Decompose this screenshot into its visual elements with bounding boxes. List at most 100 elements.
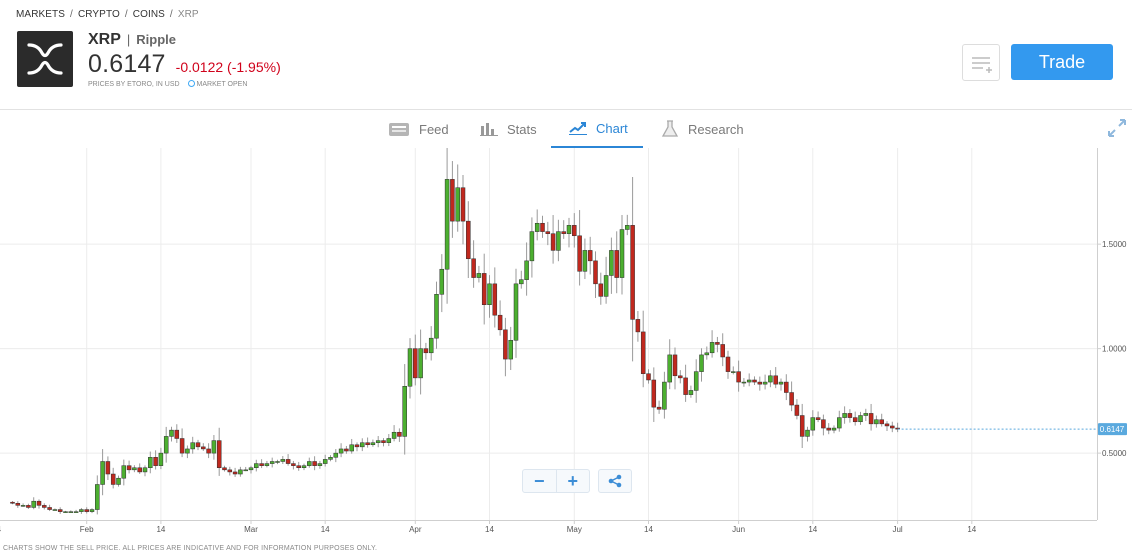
tab-stats[interactable]: Stats: [472, 110, 545, 148]
instrument-name: Ripple: [136, 32, 177, 47]
candle-body: [619, 229, 625, 278]
candle-body: [216, 440, 222, 469]
prices-by-label: PRICES BY ETORO, IN USD: [88, 80, 180, 88]
candle-body: [460, 187, 466, 222]
candle-body: [789, 392, 794, 406]
candle-body: [227, 469, 233, 473]
candle-body: [142, 467, 148, 473]
candle-body: [466, 220, 471, 260]
candle-body: [709, 342, 715, 354]
x-tick-label: Jul: [892, 525, 902, 534]
breadcrumb-current: XRP: [177, 9, 199, 20]
candle-body: [757, 381, 763, 385]
candle-body: [704, 352, 710, 356]
candle-body: [540, 222, 545, 232]
candle-body: [52, 509, 58, 511]
price-chart[interactable]: 0.5000 1.0000 1.5000 14 Feb 14 Mar 14 Apr 14 May 14…: [0, 148, 1132, 544]
candle-body: [821, 419, 826, 429]
candle-body: [36, 500, 42, 506]
candle-body: [338, 448, 344, 454]
add-to-watchlist-button[interactable]: [962, 44, 1000, 81]
candle-body: [450, 179, 455, 222]
trade-button[interactable]: Trade: [1011, 44, 1113, 80]
candle-body: [852, 417, 858, 423]
candle-body: [100, 461, 105, 485]
candle-body: [487, 283, 492, 305]
candle-body: [837, 417, 842, 429]
candle-body: [317, 463, 323, 466]
candle-body: [132, 467, 137, 471]
candle-body: [42, 505, 47, 508]
candle-body: [799, 415, 805, 437]
candle-body: [116, 477, 121, 485]
candle-body: [831, 427, 837, 431]
candle-body: [784, 381, 789, 393]
candle-body: [497, 314, 503, 331]
clock-icon: [187, 80, 195, 87]
zoom-out-button[interactable]: −: [533, 470, 545, 491]
candle-body: [222, 467, 227, 471]
candle-body: [534, 222, 540, 232]
candle-body: [550, 233, 556, 251]
candle-body: [73, 511, 79, 513]
candle-body: [79, 509, 84, 512]
y-tick-label: 1.0000: [1102, 345, 1127, 354]
candle-body: [752, 379, 757, 383]
x-tick-label: Apr: [409, 525, 422, 534]
candle-body: [778, 381, 784, 385]
candle-body: [269, 461, 275, 464]
candle-body: [307, 461, 312, 466]
share-button[interactable]: [598, 469, 632, 493]
candle-body: [545, 231, 551, 234]
candle-body: [874, 419, 879, 425]
candle-body: [301, 465, 307, 469]
tab-research[interactable]: Research: [653, 110, 752, 148]
candle-body: [439, 268, 445, 295]
zoom-in-button[interactable]: +: [555, 470, 590, 492]
candle-body: [492, 283, 498, 316]
x-tick-label: 14: [967, 525, 976, 534]
candle-body: [508, 340, 513, 360]
candle-body: [842, 413, 847, 418]
chart-disclaimer: CHARTS SHOW THE SELL PRICE. ALL PRICES A…: [3, 545, 378, 552]
breadcrumb-coins[interactable]: COINS: [132, 9, 165, 20]
tab-chart[interactable]: Chart: [551, 110, 643, 148]
breadcrumb-crypto[interactable]: CRYPTO: [77, 9, 120, 20]
candle-body: [746, 379, 752, 383]
tab-feed[interactable]: Feed: [380, 110, 457, 148]
candle-body: [322, 459, 328, 464]
x-tick-label: 14: [0, 525, 2, 534]
candle-body: [185, 448, 190, 454]
candle-body: [195, 442, 201, 448]
candle-body: [810, 417, 816, 431]
candle-body: [174, 429, 180, 439]
candle-body: [349, 444, 354, 452]
expand-icon[interactable]: [1108, 119, 1126, 137]
current-price-tag-label: 0.6147: [1100, 425, 1125, 434]
candle-body: [773, 375, 778, 385]
candle-body: [418, 348, 423, 379]
x-tick-label: Mar: [244, 525, 258, 534]
current-price-tag: [1098, 423, 1127, 436]
candle-body: [360, 442, 365, 448]
candle-body: [678, 375, 683, 379]
candle-body: [413, 348, 418, 379]
candle-body: [386, 438, 392, 443]
candle-body: [879, 419, 884, 425]
candle-body: [137, 467, 142, 473]
candle-body: [275, 461, 280, 463]
title-separator: |: [126, 32, 131, 47]
candle-body: [720, 344, 725, 358]
candle-body: [47, 507, 52, 510]
breadcrumb-markets[interactable]: MARKETS: [16, 9, 66, 20]
candle-body: [566, 225, 572, 234]
candle-body: [402, 385, 407, 437]
candle-body: [126, 465, 132, 471]
candle-body: [471, 258, 476, 278]
candle-body: [328, 457, 333, 460]
candle-body: [847, 413, 853, 418]
breadcrumb-separator: /: [169, 9, 173, 20]
candle-body: [863, 413, 869, 416]
candle-body: [635, 319, 641, 333]
candle-body: [354, 444, 360, 448]
